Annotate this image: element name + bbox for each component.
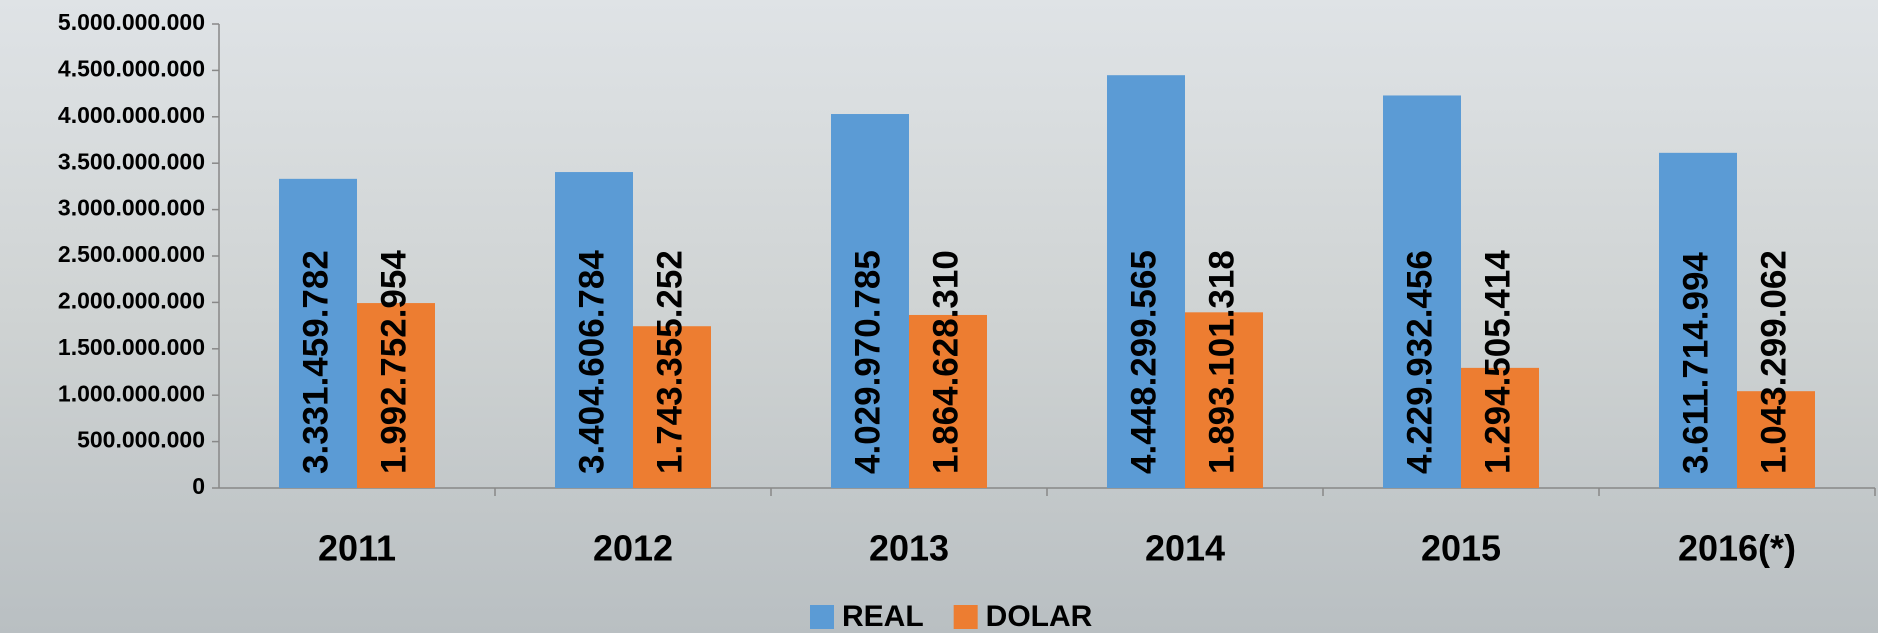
y-tick-label: 2.000.000.000 (58, 287, 205, 313)
value-label: 1.864.628.310 (926, 250, 965, 474)
bar (1659, 152, 1737, 488)
value-label: 4.448.299.565 (1124, 250, 1163, 474)
bar (1185, 312, 1263, 488)
bar (1383, 95, 1461, 488)
bar (831, 114, 909, 489)
x-tick-label: 2012 (593, 528, 673, 569)
legend-label: REAL (842, 600, 924, 633)
value-label: 4.229.932.456 (1400, 250, 1439, 474)
y-tick-label: 1.000.000.000 (58, 380, 205, 406)
y-tick-label: 3.000.000.000 (58, 195, 205, 221)
y-tick-label: 2.500.000.000 (58, 241, 205, 267)
value-label: 3.331.459.782 (296, 250, 335, 474)
x-tick-label: 2014 (1145, 528, 1225, 569)
value-label: 3.404.606.784 (572, 250, 611, 474)
y-tick-label: 0 (192, 473, 205, 499)
y-tick-label: 4.500.000.000 (58, 55, 205, 81)
legend-swatch (953, 605, 978, 629)
value-label: 1.992.752.954 (374, 250, 413, 474)
legend-swatch (810, 605, 834, 629)
value-label: 4.029.970.785 (848, 250, 887, 474)
bar (909, 314, 987, 488)
bar (633, 326, 711, 488)
bar (357, 303, 435, 488)
value-label: 1.893.101.318 (1202, 250, 1241, 474)
legend-label: DOLAR (986, 600, 1093, 633)
value-label: 1.294.505.414 (1478, 250, 1517, 474)
y-tick-label: 500.000.000 (77, 427, 205, 453)
value-label: 1.743.355.252 (650, 250, 689, 474)
y-tick-label: 1.500.000.000 (58, 334, 205, 360)
bar (1461, 367, 1539, 488)
bar (555, 172, 633, 488)
x-tick-label: 2013 (869, 528, 949, 569)
bar (279, 178, 357, 489)
x-tick-label: 2015 (1421, 528, 1501, 569)
value-label: 3.611.714.994 (1676, 252, 1715, 474)
x-tick-label: 2011 (318, 528, 396, 569)
y-tick-label: 5.000.000.000 (58, 9, 205, 35)
value-label: 1.043.299.062 (1754, 250, 1793, 474)
bar (1737, 391, 1815, 488)
bar (1107, 75, 1185, 488)
x-tick-label: 2016(*) (1678, 528, 1796, 569)
y-tick-label: 4.000.000.000 (58, 102, 205, 128)
y-tick-label: 3.500.000.000 (58, 148, 205, 174)
